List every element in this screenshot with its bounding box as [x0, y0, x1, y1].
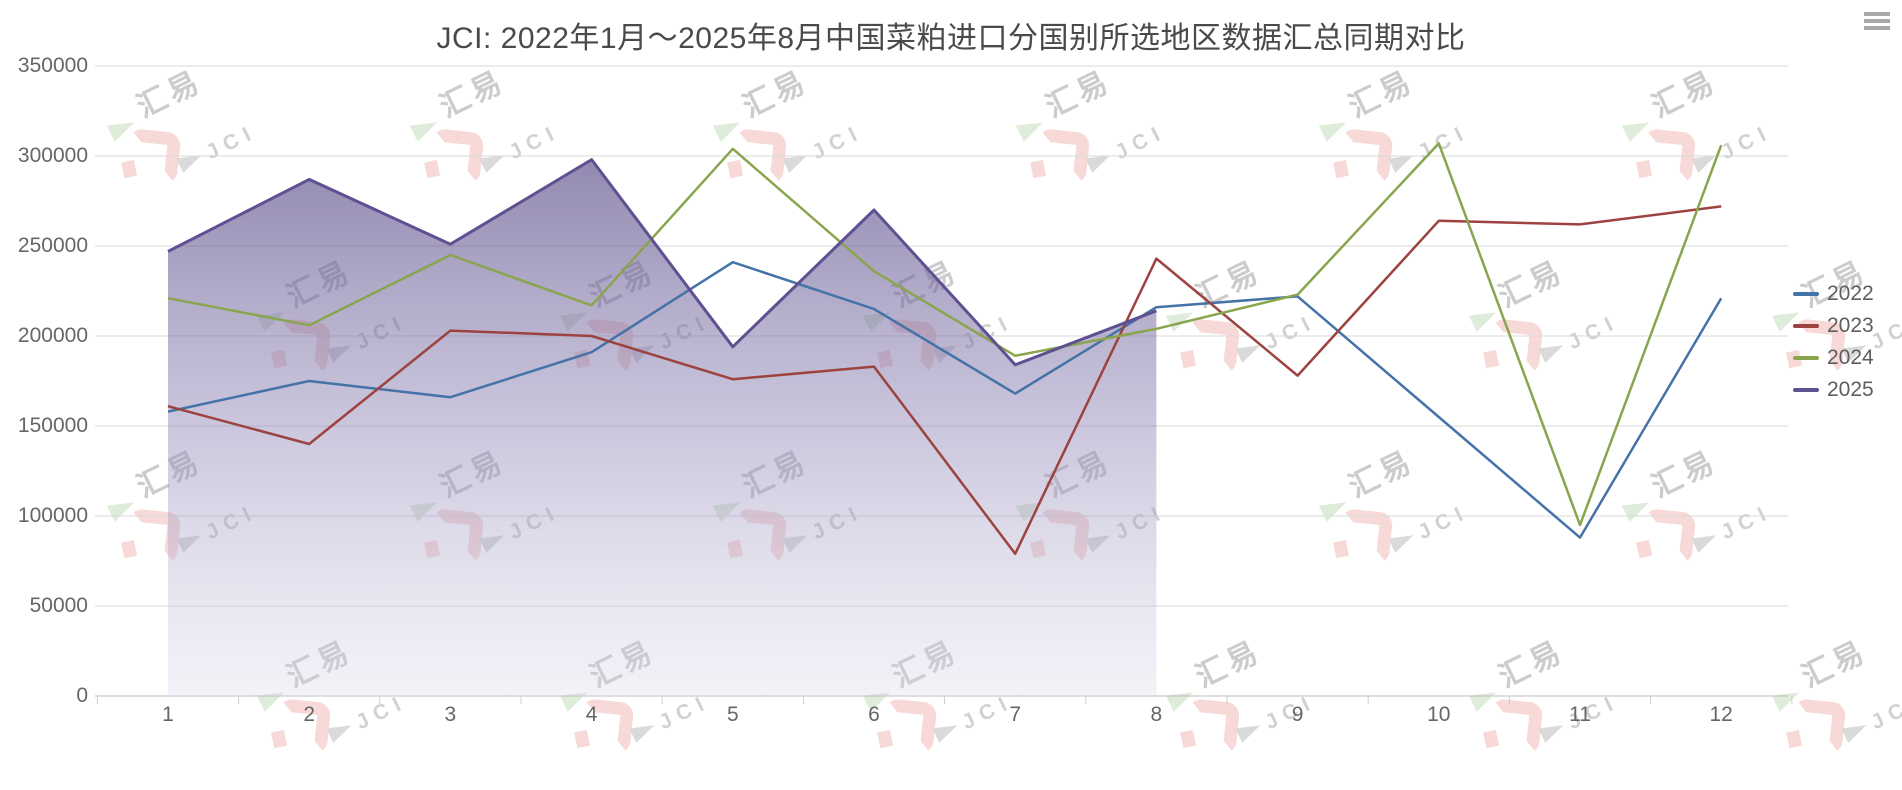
- legend-swatch: [1793, 356, 1819, 360]
- x-tick-label: 8: [1150, 703, 1163, 726]
- x-tick-label: 1: [162, 703, 174, 726]
- legend-label: 2023: [1827, 314, 1874, 337]
- hamburger-menu-icon[interactable]: [1864, 12, 1892, 36]
- x-tick-label: 7: [1009, 703, 1022, 726]
- y-tick-label: 300000: [17, 144, 88, 167]
- x-tick-label: 3: [444, 703, 457, 726]
- area-fill-2025: [168, 159, 1157, 697]
- y-tick-label: 150000: [17, 414, 88, 437]
- y-tick-label: 250000: [17, 234, 88, 257]
- x-tick-label: 11: [1569, 703, 1591, 726]
- legend-swatch: [1793, 324, 1819, 328]
- x-tick-label: 12: [1709, 703, 1733, 726]
- x-tick-label: 6: [868, 703, 880, 726]
- x-tick-label: 10: [1427, 703, 1451, 726]
- x-tick-label: 9: [1291, 703, 1304, 726]
- legend-swatch: [1793, 388, 1819, 392]
- series-line-2023: [167, 205, 1722, 556]
- legend-item-2024[interactable]: 2024: [1793, 342, 1874, 374]
- y-tick-label: 100000: [17, 504, 88, 527]
- x-tick-label: 2: [303, 703, 316, 726]
- legend-item-2025[interactable]: 2025: [1793, 374, 1874, 406]
- legend-label: 2025: [1827, 378, 1874, 401]
- series-line-2022: [167, 260, 1723, 539]
- series-line-2024: [167, 142, 1723, 527]
- legend-swatch: [1793, 292, 1819, 296]
- x-tick-label: 4: [585, 703, 598, 726]
- y-tick-label: 50000: [29, 594, 88, 617]
- legend: 2022 2023 2024 2025: [1793, 278, 1874, 406]
- chart-title: JCI: 2022年1月～2025年8月中国菜粕进口分国别所选地区数据汇总同期对…: [436, 22, 1466, 55]
- y-tick-label: 350000: [17, 54, 88, 77]
- line-chart: [95, 65, 1793, 704]
- legend-item-2022[interactable]: 2022: [1793, 278, 1874, 310]
- x-tick-label: 5: [726, 703, 739, 726]
- y-tick-label: 200000: [17, 324, 88, 347]
- series-lines: [167, 142, 1723, 556]
- series-line-2025: [167, 158, 1157, 367]
- series-area-2025: [168, 159, 1157, 697]
- legend-label: 2022: [1827, 282, 1874, 305]
- legend-label: 2024: [1827, 346, 1874, 369]
- y-tick-label: 0: [76, 684, 88, 707]
- x-axis: [96, 696, 1793, 704]
- legend-item-2023[interactable]: 2023: [1793, 310, 1874, 342]
